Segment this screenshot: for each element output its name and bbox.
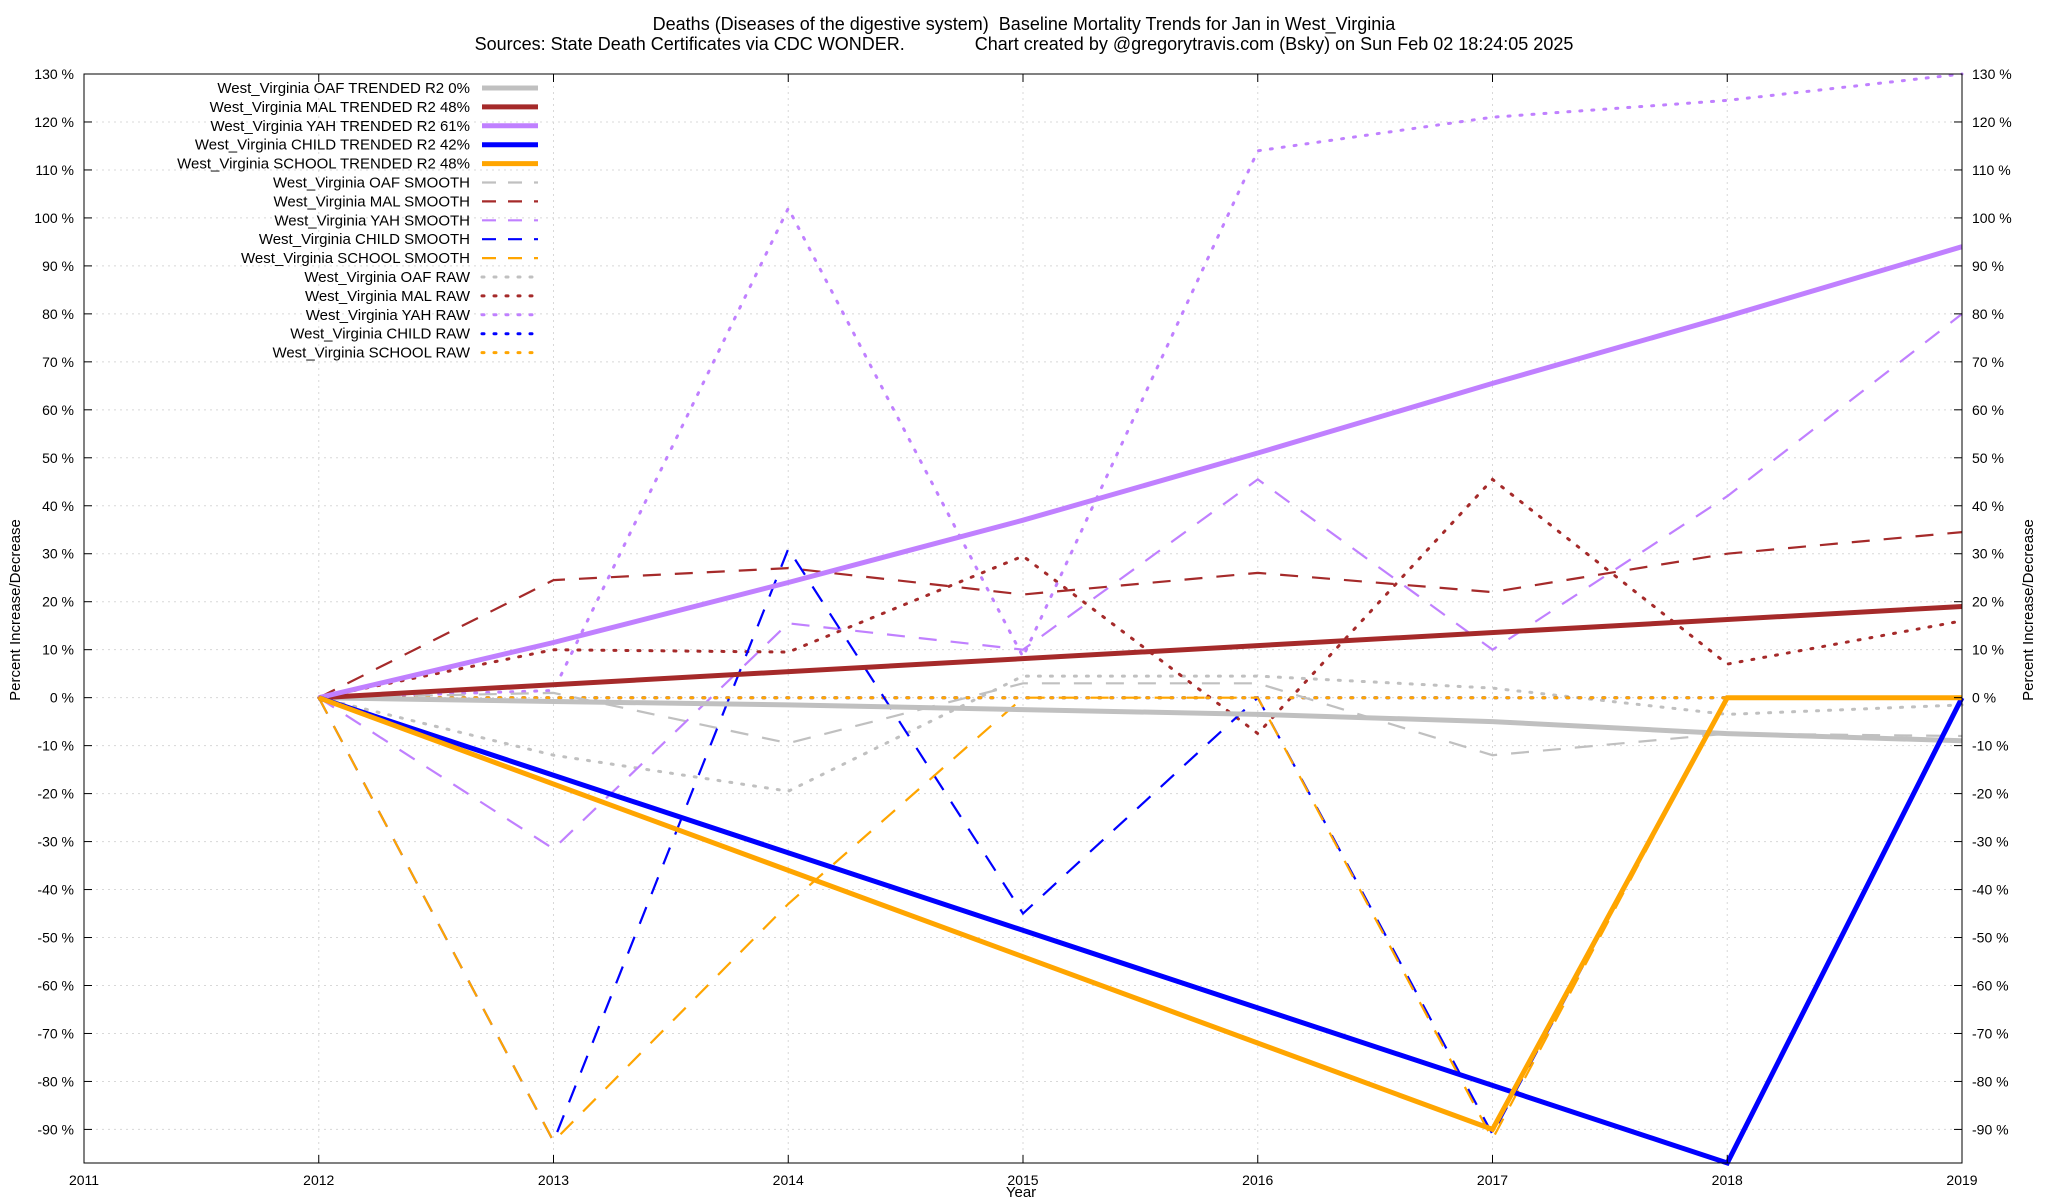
series-line-mal-smooth bbox=[318, 531, 1963, 699]
legend-label: West_Virginia YAH TRENDED R2 61% bbox=[210, 118, 470, 135]
y-tick-label-left: -40 % bbox=[37, 882, 74, 898]
y-tick-label-right: 130 % bbox=[1972, 66, 2012, 82]
y-tick-label-right: 10 % bbox=[1972, 642, 2004, 658]
y-tick-label-right: 40 % bbox=[1972, 498, 2004, 514]
legend-label: West_Virginia MAL TRENDED R2 48% bbox=[210, 99, 470, 116]
x-tick-label: 2011 bbox=[69, 1172, 99, 1188]
y-tick-label-right: 20 % bbox=[1972, 594, 2004, 610]
y-tick-label-left: -90 % bbox=[37, 1121, 74, 1137]
legend-label: West_Virginia SCHOOL RAW bbox=[272, 345, 470, 362]
y-axis-label: Percent Increase/Decrease bbox=[7, 519, 24, 701]
y-tick-label-right: 0 % bbox=[1972, 690, 1996, 706]
legend-label: West_Virginia YAH RAW bbox=[306, 307, 471, 324]
y-tick-label-left: 80 % bbox=[42, 306, 74, 322]
y-tick-label-right: -30 % bbox=[1972, 834, 2009, 850]
y-tick-label-left: 120 % bbox=[34, 114, 74, 130]
series-line-school-trended bbox=[317, 695, 1962, 1133]
x-tick-label: 2012 bbox=[303, 1172, 334, 1188]
legend-label: West_Virginia CHILD RAW bbox=[290, 326, 471, 343]
y-tick-label-left: 70 % bbox=[42, 354, 74, 370]
y-tick-label-left: 0 % bbox=[50, 690, 74, 706]
y-tick-label-right: -60 % bbox=[1972, 977, 2009, 993]
y-tick-label-right: -20 % bbox=[1972, 786, 2009, 802]
y-tick-label-left: 30 % bbox=[42, 546, 74, 562]
y-tick-label-left: 20 % bbox=[42, 594, 74, 610]
legend: West_Virginia OAF TRENDED R2 0% West_Virg… bbox=[177, 80, 540, 362]
x-tick-label: 2017 bbox=[1477, 1172, 1508, 1188]
y-tick-label-right: 120 % bbox=[1972, 114, 2012, 130]
y-tick-label-right: -90 % bbox=[1972, 1121, 2009, 1137]
series-line-yah-smooth bbox=[318, 313, 1963, 851]
series-line-child-trended bbox=[318, 695, 1965, 1167]
y-tick-label-right: -50 % bbox=[1972, 930, 2009, 946]
legend-label: West_Virginia CHILD SMOOTH bbox=[259, 231, 470, 248]
series-line-mal-trended bbox=[318, 604, 1963, 701]
chart-title: Deaths (Diseases of the digestive system… bbox=[652, 14, 1396, 34]
legend-label: West_Virginia OAF RAW bbox=[304, 269, 470, 286]
x-tick-label: 2015 bbox=[1007, 1172, 1038, 1188]
legend-label: West_Virginia OAF SMOOTH bbox=[273, 175, 470, 192]
y-tick-label-right: 60 % bbox=[1972, 402, 2004, 418]
y-tick-label-right: -80 % bbox=[1972, 1073, 2009, 1089]
y-tick-label-left: -30 % bbox=[37, 834, 74, 850]
legend-label: West_Virginia SCHOOL SMOOTH bbox=[241, 250, 470, 267]
legend-label: West_Virginia SCHOOL TRENDED R2 48% bbox=[177, 156, 470, 173]
y-tick-label-left: 100 % bbox=[34, 210, 74, 226]
y-tick-label-right: 80 % bbox=[1972, 306, 2004, 322]
series-line-yah-raw bbox=[317, 72, 1964, 700]
y-tick-label-left: 110 % bbox=[35, 162, 74, 178]
legend-label: West_Virginia OAF TRENDED R2 0% bbox=[217, 80, 470, 97]
series-line-school-smooth bbox=[317, 696, 1962, 1144]
series-line-mal-raw bbox=[317, 477, 1964, 736]
x-tick-label: 2016 bbox=[1242, 1172, 1273, 1188]
y-tick-label-left: -60 % bbox=[37, 977, 74, 993]
x-tick-label: 2013 bbox=[538, 1172, 569, 1188]
y-tick-label-right: -10 % bbox=[1972, 738, 2009, 754]
x-tick-label: 2014 bbox=[773, 1172, 804, 1188]
y-tick-label-right: -40 % bbox=[1972, 882, 2009, 898]
x-tick-label: 2019 bbox=[1946, 1172, 1977, 1188]
y-tick-label-right: 70 % bbox=[1972, 354, 2004, 370]
series-layer bbox=[317, 72, 1965, 1167]
y-tick-label-left: 10 % bbox=[42, 642, 74, 658]
series-line-yah-trended bbox=[318, 244, 1963, 701]
y-tick-label-left: 60 % bbox=[42, 402, 74, 418]
y-tick-label-right: 110 % bbox=[1972, 162, 2011, 178]
y-tick-label-left: -50 % bbox=[37, 930, 74, 946]
series-line-oaf-smooth bbox=[318, 682, 1963, 757]
x-tick-label: 2018 bbox=[1712, 1172, 1743, 1188]
y-tick-label-right: 50 % bbox=[1972, 450, 2004, 466]
y-tick-label-right: -70 % bbox=[1972, 1025, 2009, 1041]
x-axis-label: Year bbox=[1006, 1184, 1036, 1200]
legend-label: West_Virginia MAL SMOOTH bbox=[274, 193, 470, 210]
y2-axis-label: Percent Increase/Decrease bbox=[2020, 519, 2037, 701]
legend-label: West_Virginia CHILD TRENDED R2 42% bbox=[195, 137, 470, 154]
axis-ticks: 2011 2012 2013 2014 2015 2016 2017 2018 2019 130 … bbox=[34, 66, 2011, 1188]
series-line-oaf-raw bbox=[317, 674, 1964, 793]
chart-subtitle: Sources: State Death Certificates via CD… bbox=[474, 34, 1574, 54]
y-tick-label-right: 90 % bbox=[1972, 258, 2004, 274]
y-tick-label-left: 50 % bbox=[42, 450, 74, 466]
y-tick-label-left: 90 % bbox=[42, 258, 74, 274]
y-tick-label-left: 40 % bbox=[42, 498, 74, 514]
y-tick-label-right: 30 % bbox=[1972, 546, 2004, 562]
y-tick-label-left: -20 % bbox=[37, 786, 74, 802]
y-tick-label-right: 100 % bbox=[1972, 210, 2012, 226]
y-tick-label-left: -70 % bbox=[37, 1025, 74, 1041]
grid-lines bbox=[83, 73, 1963, 1163]
legend-label: West_Virginia MAL RAW bbox=[305, 288, 471, 305]
y-tick-label-left: 130 % bbox=[34, 66, 74, 82]
y-tick-label-left: -10 % bbox=[37, 738, 74, 754]
series-line-oaf-trended bbox=[318, 695, 1963, 744]
legend-label: West_Virginia YAH SMOOTH bbox=[274, 212, 470, 229]
y-tick-label-left: -80 % bbox=[37, 1073, 74, 1089]
